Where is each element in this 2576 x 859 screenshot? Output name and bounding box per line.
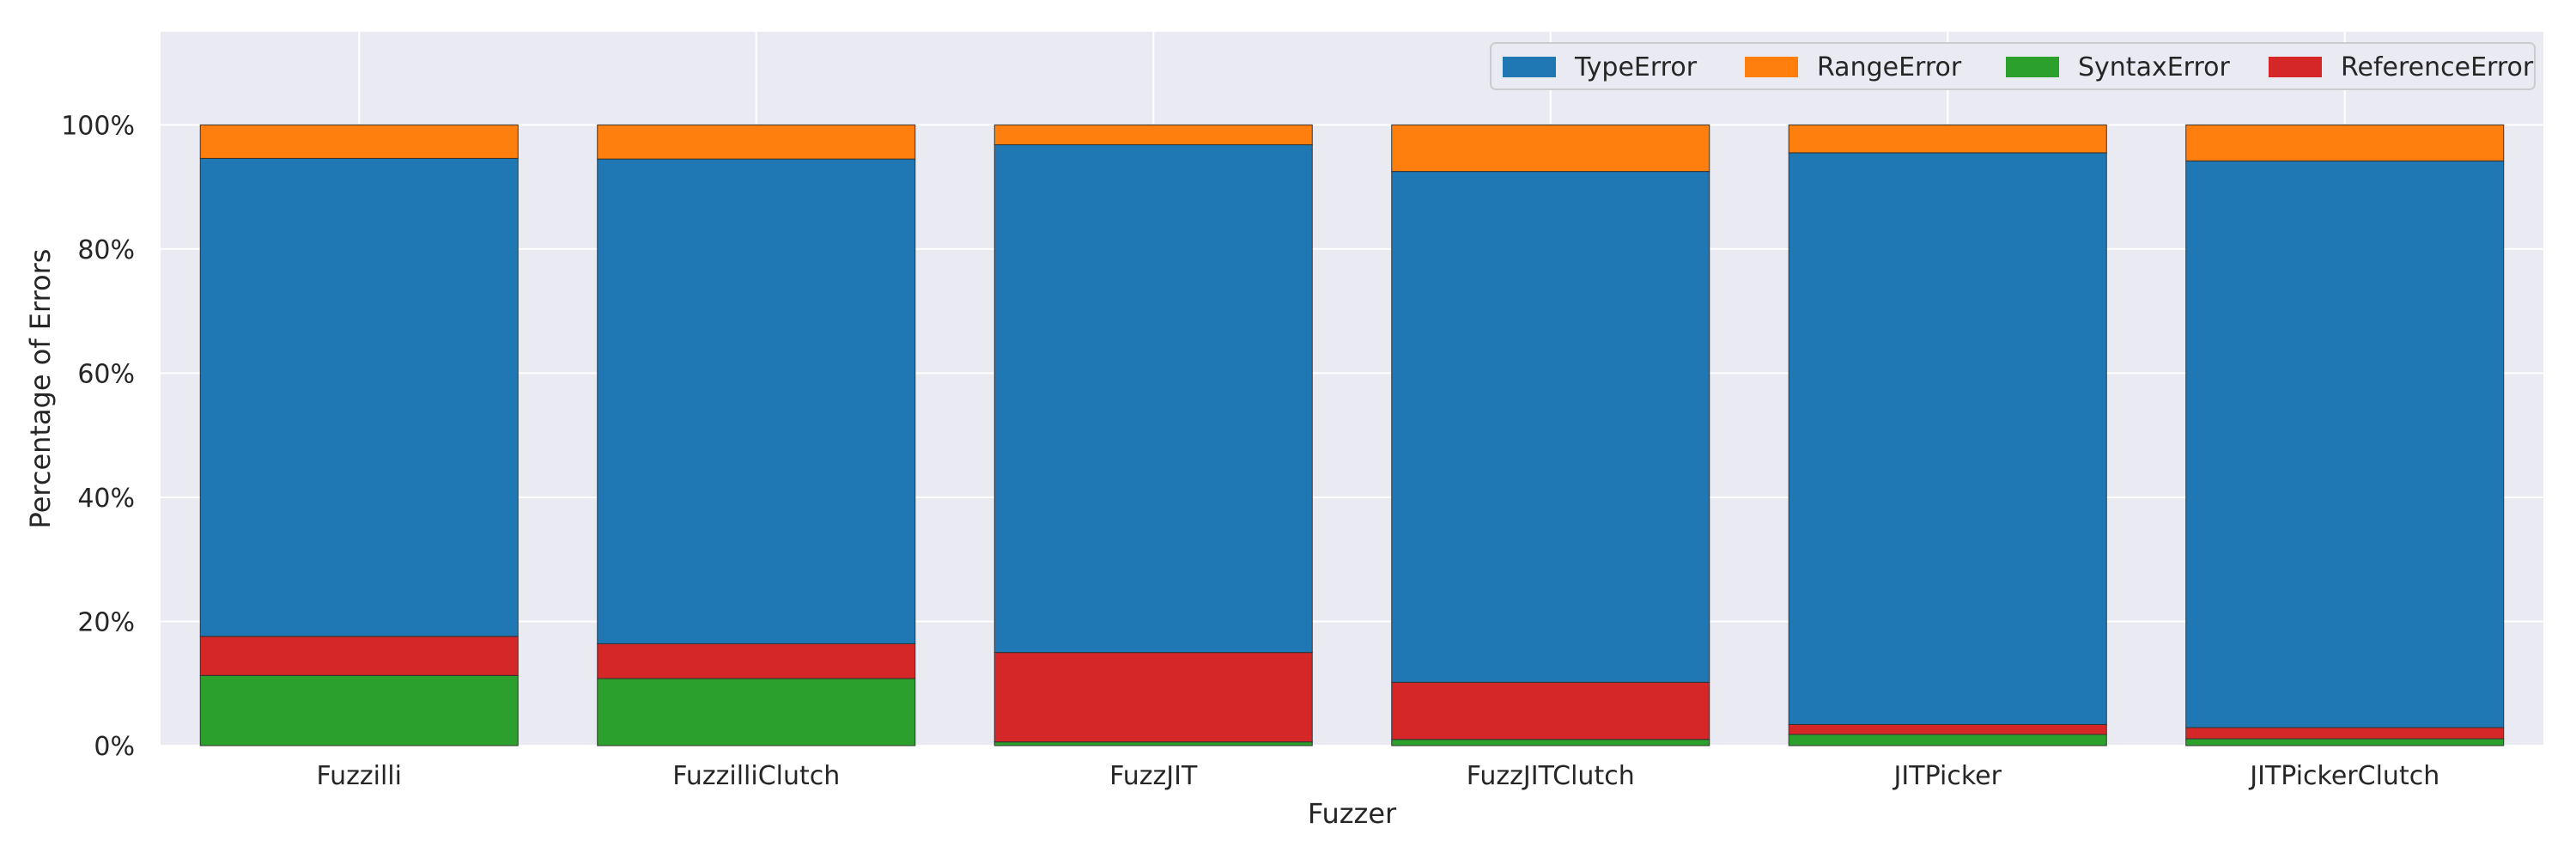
x-tick-label: FuzzJIT xyxy=(1109,761,1198,791)
legend-label: TypeError xyxy=(1574,52,1698,82)
legend-swatch-rangeerror xyxy=(1745,57,1798,77)
legend-label: SyntaxError xyxy=(2078,52,2231,82)
bar-segment-typeerror xyxy=(1391,171,1710,683)
y-axis-label: Percentage of Errors xyxy=(24,249,57,529)
bar-segment-referenceerror xyxy=(1391,681,1710,740)
plot-background xyxy=(161,32,2543,746)
y-tick-label: 40% xyxy=(77,484,135,514)
legend-swatch-referenceerror xyxy=(2269,57,2322,77)
y-tick-label: 0% xyxy=(94,732,135,762)
bar-segment-syntaxerror xyxy=(2185,738,2505,746)
x-tick-label: FuzzJITClutch xyxy=(1467,761,1635,791)
bar-segment-rangeerror xyxy=(1391,124,1710,173)
bar-segment-syntaxerror xyxy=(1391,739,1710,746)
bar-segment-rangeerror xyxy=(597,124,916,160)
legend-label: ReferenceError xyxy=(2341,52,2534,82)
legend-swatch-typeerror xyxy=(1503,57,1556,77)
x-tick-label: Fuzzilli xyxy=(317,761,402,791)
bar-segment-rangeerror xyxy=(199,124,519,159)
bar-segment-syntaxerror xyxy=(993,741,1313,746)
x-tick-label: JITPicker xyxy=(1893,761,2002,791)
bar-segment-rangeerror xyxy=(1788,124,2107,154)
bar-segment-typeerror xyxy=(597,158,916,644)
bar-segment-syntaxerror xyxy=(199,674,519,746)
bar-segment-typeerror xyxy=(993,144,1313,654)
y-tick-label: 20% xyxy=(77,607,135,637)
bar-segment-syntaxerror xyxy=(1788,734,2107,746)
bar-segment-referenceerror xyxy=(199,636,519,676)
bar-segment-syntaxerror xyxy=(597,678,916,746)
legend-label: RangeError xyxy=(1817,52,1962,82)
x-tick-labels: Fuzzilli FuzzilliClutch FuzzJIT FuzzJITClut… xyxy=(317,761,2440,791)
bar-segment-rangeerror xyxy=(2185,124,2505,161)
x-axis-label: Fuzzer xyxy=(1308,797,1397,830)
bars xyxy=(199,124,2505,746)
y-tick-labels: 0% 20% 40% 60% 80% 100% xyxy=(61,111,135,762)
y-tick-label: 100% xyxy=(61,111,135,141)
y-tick-label: 60% xyxy=(77,359,135,389)
bar-segment-referenceerror xyxy=(2185,727,2505,740)
bar-segment-typeerror xyxy=(2185,160,2505,728)
bar-segment-referenceerror xyxy=(993,652,1313,743)
bar-segment-typeerror xyxy=(1788,152,2107,725)
legend: TypeError RangeError SyntaxError ReferenceE… xyxy=(1490,42,2536,90)
bar-segment-referenceerror xyxy=(1788,723,2107,735)
bar-segment-referenceerror xyxy=(597,643,916,679)
bar-segment-typeerror xyxy=(199,157,519,637)
x-tick-label: FuzzilliClutch xyxy=(672,761,840,791)
legend-swatch-syntaxerror xyxy=(2006,57,2059,77)
bar-segment-rangeerror xyxy=(993,124,1313,146)
x-tick-label: JITPickerClutch xyxy=(2248,761,2439,791)
y-tick-label: 80% xyxy=(77,235,135,265)
